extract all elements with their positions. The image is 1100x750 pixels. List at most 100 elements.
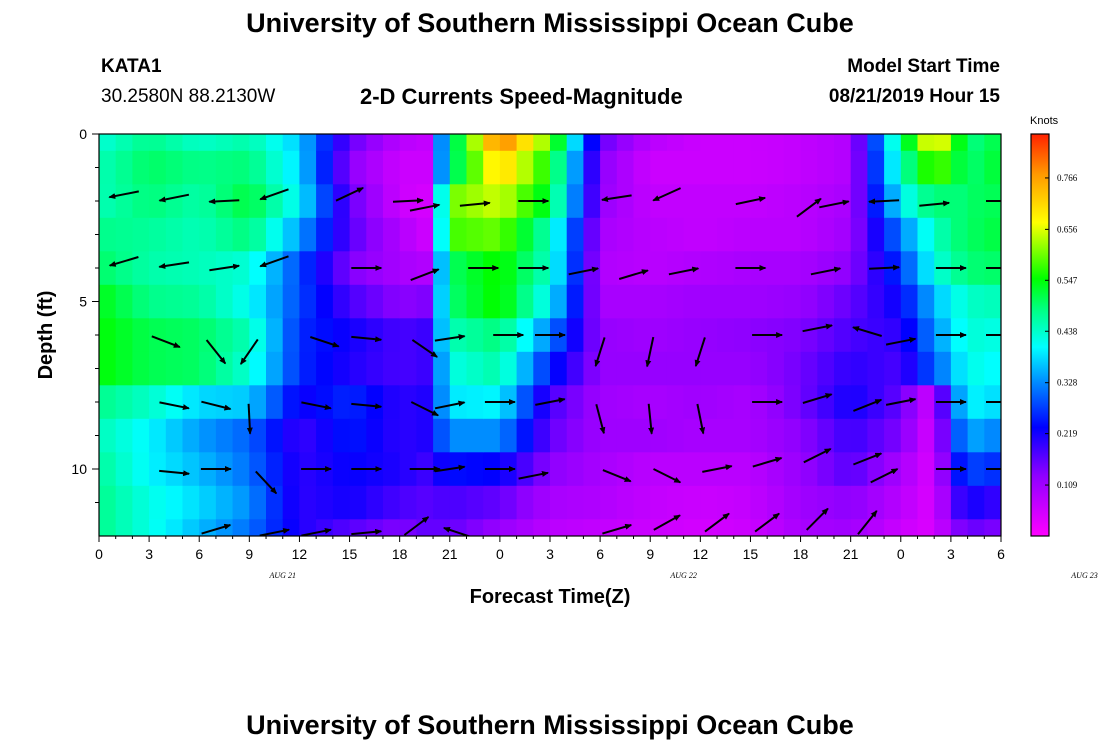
heatmap-cell: [750, 217, 768, 252]
heatmap-cell: [449, 150, 468, 185]
heatmap-cell: [215, 150, 234, 185]
heatmap-cell: [316, 134, 334, 152]
page-title: University of Southern Mississippi Ocean…: [246, 8, 854, 38]
heatmap-cell: [516, 150, 534, 185]
heatmap-cell: [115, 385, 133, 420]
heatmap-cell: [232, 184, 250, 219]
x-tick-label: 3: [145, 546, 153, 562]
current-vector: [869, 264, 901, 271]
heatmap-cell: [466, 150, 484, 185]
heatmap-cell: [583, 217, 601, 252]
heatmap-cell: [884, 318, 902, 353]
heatmap-cell: [332, 284, 351, 319]
heatmap-cell: [383, 150, 401, 185]
heatmap-cell: [633, 150, 651, 185]
heatmap-cell: [884, 418, 902, 453]
current-vector: [819, 199, 850, 209]
heatmap-cell: [366, 134, 384, 152]
heatmap-cell: [566, 452, 584, 487]
heatmap-cell: [917, 519, 935, 536]
heatmap-cell: [199, 150, 217, 185]
heatmap-cell: [767, 418, 785, 453]
current-vector: [919, 200, 951, 207]
heatmap-cell: [399, 284, 417, 319]
heatmap-cell: [516, 385, 534, 420]
current-vector: [246, 403, 253, 435]
heatmap-cell: [266, 351, 284, 386]
heatmap-cell: [416, 150, 434, 185]
heatmap-cell: [834, 485, 852, 520]
heatmap-cell: [516, 519, 534, 536]
current-vector: [410, 401, 439, 417]
current-vector: [868, 198, 900, 205]
heatmap-cell: [232, 217, 250, 252]
x-tick-label: 18: [793, 546, 809, 562]
x-tick-label: 0: [496, 546, 504, 562]
heatmap-cell: [583, 318, 601, 353]
heatmap-cell: [583, 452, 601, 487]
heatmap-cell: [683, 134, 701, 152]
heatmap-cell: [733, 385, 751, 420]
heatmap-cell: [516, 351, 534, 386]
current-vector: [201, 523, 232, 535]
heatmap-cell: [616, 284, 635, 319]
heatmap-cell: [750, 134, 768, 152]
heatmap-cell: [483, 351, 501, 386]
heatmap-cell: [683, 485, 701, 520]
current-vector: [647, 403, 655, 435]
heatmap-cell: [266, 485, 284, 520]
heatmap-cell: [583, 385, 601, 420]
heatmap-cell: [733, 452, 751, 487]
heatmap-cell: [700, 251, 718, 286]
heatmap-cell: [416, 418, 434, 453]
heatmap-cell: [416, 134, 434, 152]
heatmap-cell: [934, 284, 952, 319]
heatmap-cell: [733, 519, 751, 536]
heatmap-cell: [984, 519, 1001, 536]
heatmap-cell: [950, 418, 969, 453]
current-vector: [392, 197, 424, 204]
heatmap-cell: [215, 418, 234, 453]
heatmap-cell: [383, 251, 401, 286]
current-vector: [568, 266, 600, 276]
current-vector: [653, 514, 681, 531]
heatmap-cell: [666, 217, 685, 252]
heatmap-cell: [433, 150, 451, 185]
heatmap-cell: [266, 217, 284, 252]
heatmap-cell: [282, 452, 300, 487]
heatmap-cell: [616, 485, 635, 520]
heatmap-cell: [165, 318, 184, 353]
heatmap-cell: [483, 217, 501, 252]
heatmap-cell: [383, 351, 401, 386]
heatmap-cell: [165, 385, 184, 420]
heatmap-cell: [834, 284, 852, 319]
heatmap-cell: [466, 452, 484, 487]
heatmap-cell: [967, 284, 985, 319]
heatmap-cell: [650, 251, 668, 286]
heatmap-cell: [349, 134, 367, 152]
heatmap-cell: [583, 519, 601, 536]
heatmap-cell: [884, 284, 902, 319]
heatmap-cell: [466, 318, 484, 353]
heatmap-cell: [600, 519, 618, 536]
heatmap-cell: [115, 217, 133, 252]
heatmap-cell: [767, 284, 785, 319]
heatmap-cell: [783, 251, 802, 286]
axes: 0 3 6 9 12 15 18 21 0 3 6 9 12 15 18 21 0 3 6 AUG 21 AUG 22 A…: [71, 126, 1097, 580]
heatmap-cell: [132, 351, 150, 386]
heatmap-cell: [366, 217, 384, 252]
heatmap-cell: [950, 184, 969, 219]
current-vector: [301, 527, 332, 536]
heatmap-cell: [499, 485, 518, 520]
heatmap-cell: [917, 351, 935, 386]
heatmap-cell: [115, 134, 133, 152]
heatmap-cell: [499, 251, 518, 286]
heatmap-cell: [299, 418, 317, 453]
heatmap-cell: [332, 485, 351, 520]
heatmap-cell: [717, 418, 735, 453]
heatmap-cell: [700, 385, 718, 420]
heatmap-cell: [232, 134, 250, 152]
heatmap-cell: [249, 519, 267, 536]
heatmap-cell: [583, 251, 601, 286]
heatmap-cell: [99, 519, 117, 536]
